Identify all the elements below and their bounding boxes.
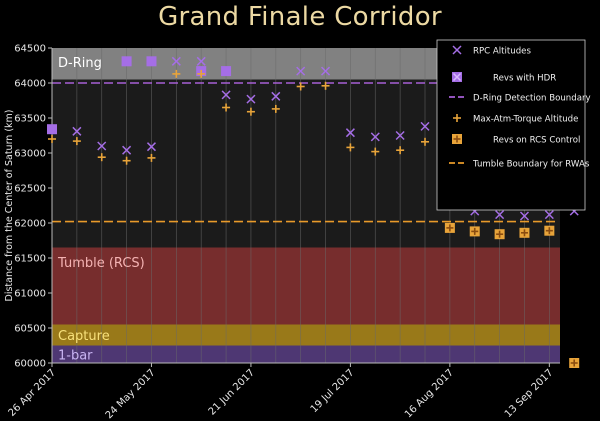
point-rcs-cross — [520, 229, 528, 237]
point-max-atm-torque-altitude — [97, 153, 106, 162]
point-rpc-altitudes — [370, 132, 380, 142]
region-tumble-rcs — [52, 247, 560, 325]
y-axis-label: Distance from the Center of Saturn (km) — [4, 109, 15, 301]
point-rpc-altitudes — [495, 210, 505, 220]
y-tick-label: 61000 — [14, 289, 46, 300]
point-revs-with-hdr — [146, 56, 157, 67]
point-rpc-altitudes — [395, 130, 405, 141]
region-1-bar — [52, 345, 560, 363]
point-max-atm-torque-altitude — [371, 147, 380, 156]
y-tick-label: 63500 — [14, 114, 46, 125]
y-tick-label: 61500 — [14, 254, 46, 265]
x-tick-label: 21 Jun 2017 — [207, 367, 257, 417]
point-rpc-altitudes — [196, 56, 206, 66]
point-max-atm-torque-altitude — [122, 156, 131, 165]
region-label-1-bar: 1-bar — [58, 349, 93, 364]
point-max-atm-torque-altitude — [222, 103, 231, 112]
point-revs-with-hdr — [221, 66, 232, 77]
point-max-atm-torque-altitude — [321, 81, 330, 90]
chart-title: Grand Finale Corridor — [158, 2, 442, 32]
point-max-atm-torque-altitude — [346, 143, 355, 152]
region-label-capture: Capture — [58, 329, 110, 344]
y-tick-label: 64500 — [14, 44, 46, 55]
point-max-atm-torque-altitude — [296, 82, 305, 91]
point-max-atm-torque-altitude — [396, 146, 405, 155]
point-rpc-altitudes — [321, 66, 331, 76]
legend-label-d-ring-detection-boundary: D-Ring Detection Boundary — [473, 94, 591, 104]
point-rpc-altitudes — [122, 145, 132, 155]
x-tick-label: 16 Aug 2017 — [403, 367, 456, 420]
point-rpc-altitudes — [519, 211, 530, 221]
legend-marker-max-atm-torque-altitude — [453, 114, 461, 122]
legend-label-revs-on-rcs-control: Revs on RCS Control — [493, 136, 580, 146]
region-capture — [52, 324, 560, 346]
point-rpc-altitudes — [296, 66, 306, 76]
point-rcs-cross — [471, 227, 479, 235]
point-rpc-altitudes — [146, 142, 156, 152]
point-max-atm-torque-altitude — [72, 137, 81, 146]
point-rcs-cross — [545, 227, 553, 235]
legend-label-max-atm-torque-altitude: Max-Atm-Torque Altitude — [473, 115, 578, 125]
y-tick-label: 60000 — [14, 359, 46, 370]
point-rpc-altitudes — [420, 121, 430, 131]
legend-label-rpc-altitudes: RPC Altitudes — [473, 47, 531, 57]
y-tick-label: 64000 — [14, 79, 46, 90]
point-rpc-altitudes — [271, 91, 281, 101]
legend-marker-revs-on-rcs-control-plus — [453, 135, 461, 143]
region-label-tumble-rcs: Tumble (RCS) — [57, 256, 145, 271]
legend-label-tumble-boundary-for-rwas: Tumble Boundary for RWAs — [472, 160, 590, 170]
point-rpc-altitudes — [72, 126, 82, 136]
point-rpc-altitudes — [221, 90, 231, 100]
y-tick-label: 63000 — [14, 149, 46, 160]
point-max-atm-torque-altitude — [246, 107, 255, 116]
point-rcs-cross — [446, 224, 454, 232]
legend-label-revs-with-hdr: Revs with HDR — [493, 74, 556, 84]
y-tick-label: 62000 — [14, 219, 46, 230]
x-tick-label: 24 May 2017 — [104, 367, 158, 421]
region-label-d-ring: D-Ring — [58, 56, 102, 71]
legend-marker-revs-with-hdr-x — [452, 72, 462, 82]
point-revs-with-hdr — [121, 56, 132, 67]
point-rpc-altitudes — [97, 141, 107, 151]
point-rpc-altitudes — [171, 56, 181, 66]
point-max-atm-torque-altitude — [197, 69, 206, 78]
point-rpc-altitudes — [345, 128, 355, 138]
point-rcs-cross — [570, 359, 578, 367]
point-max-atm-torque-altitude — [421, 137, 430, 146]
point-rpc-altitudes — [246, 94, 256, 104]
point-max-atm-torque-altitude — [48, 135, 56, 143]
y-tick-label: 62500 — [14, 184, 46, 195]
x-tick-label: 13 Sep 2017 — [503, 367, 556, 420]
point-max-atm-torque-altitude — [271, 104, 280, 113]
legend-box — [436, 39, 586, 211]
x-tick-label: 19 Jul 2017 — [309, 367, 357, 415]
point-rpc-altitudes — [544, 210, 554, 220]
point-rcs-cross — [496, 230, 504, 238]
y-tick-label: 60500 — [14, 324, 46, 335]
point-max-atm-torque-altitude — [147, 153, 156, 162]
point-rpc-altitudes — [47, 124, 57, 134]
legend-marker-rpc-altitudes — [452, 45, 462, 55]
x-tick-label: 26 Apr 2017 — [7, 367, 59, 419]
point-max-atm-torque-altitude — [172, 69, 181, 78]
